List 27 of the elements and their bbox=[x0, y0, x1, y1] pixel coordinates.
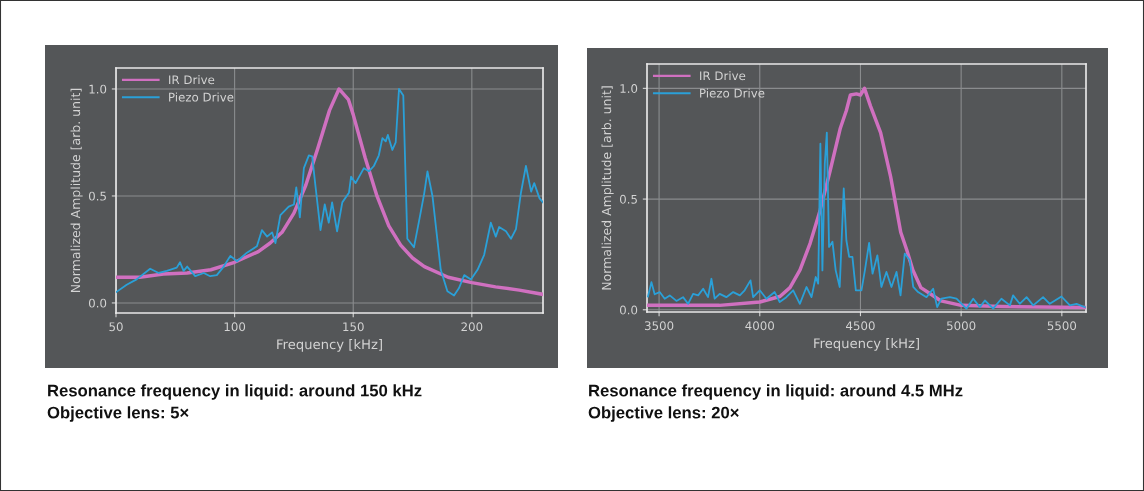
y-tick-label: 0.5 bbox=[88, 191, 106, 201]
text: Objective lens: 20× bbox=[588, 406, 739, 422]
legend-label: IR Drive bbox=[700, 71, 746, 81]
legend-label: IR Drive bbox=[169, 75, 215, 85]
y-axis-title: Normalized Amplitude [arb. unit] bbox=[601, 86, 614, 290]
legend-label: Piezo Drive bbox=[169, 92, 234, 102]
y-tick-label: 0.5 bbox=[619, 194, 637, 204]
y-tick-label: 0.0 bbox=[619, 305, 638, 315]
x-tick-label: 150 bbox=[343, 322, 364, 332]
x-tick-label: 4500 bbox=[846, 321, 875, 331]
legend-label: Piezo Drive bbox=[700, 88, 765, 98]
x-axis-title: Frequency [kHz] bbox=[277, 339, 382, 352]
x-tick-label: 4000 bbox=[745, 321, 775, 331]
x-tick-label: 5500 bbox=[1047, 321, 1077, 331]
x-tick-label: 50 bbox=[109, 322, 123, 332]
y-tick-label: 0.0 bbox=[88, 298, 107, 308]
x-tick-label: 200 bbox=[461, 322, 483, 332]
x-tick-label: 3500 bbox=[644, 321, 674, 331]
x-tick-label: 100 bbox=[224, 322, 246, 332]
text: Resonance frequency in liquid: around 4.5 MHz bbox=[589, 384, 963, 400]
text: Objective lens: 5× bbox=[47, 406, 189, 422]
x-tick-label: 5000 bbox=[947, 321, 976, 331]
text: Resonance frequency in liquid: around 150 kHz bbox=[48, 384, 422, 400]
y-tick-label: 1.0 bbox=[620, 84, 638, 94]
y-axis-title: Normalized Amplitude [arb. unit] bbox=[70, 88, 83, 293]
y-tick-label: 1.0 bbox=[89, 84, 107, 94]
x-axis-title: Frequency [kHz] bbox=[814, 338, 919, 351]
